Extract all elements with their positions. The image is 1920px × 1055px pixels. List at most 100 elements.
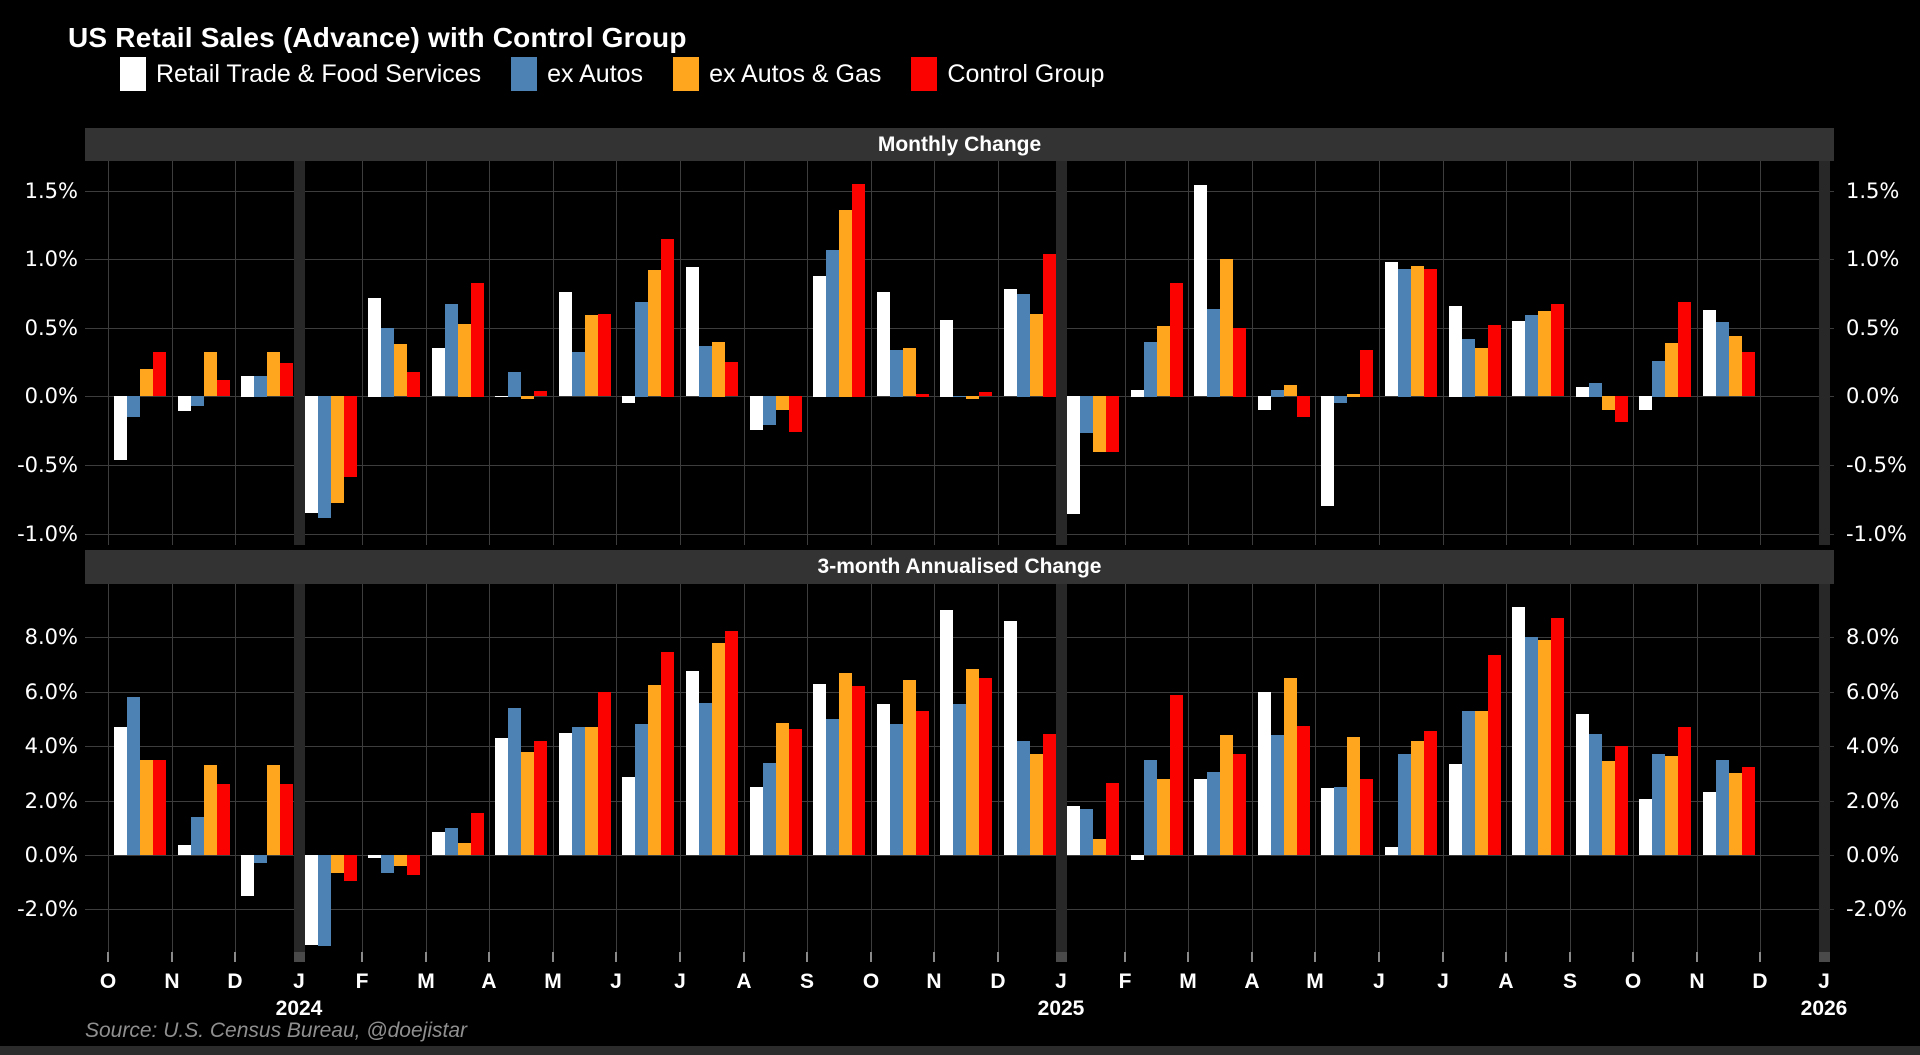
- gridline-vertical: [362, 161, 363, 545]
- bar-orange: [1475, 711, 1488, 855]
- bar-red: [725, 362, 738, 396]
- gridline-vertical: [362, 584, 363, 952]
- bar-white: [1004, 621, 1017, 855]
- bar-white: [750, 787, 763, 855]
- bar-orange: [966, 396, 979, 399]
- legend-swatch-ex-autos-gas: [673, 57, 700, 91]
- bar-red: [1233, 328, 1246, 397]
- bar-orange: [585, 727, 598, 855]
- x-axis-month-label: A: [1498, 970, 1514, 993]
- y-axis-tick-label-right: 0.5%: [1846, 316, 1900, 340]
- bar-white: [1194, 779, 1207, 855]
- x-axis-month-label: J: [293, 970, 305, 993]
- bar-blue: [1716, 760, 1729, 855]
- bar-red: [1678, 727, 1691, 855]
- legend-label: ex Autos: [547, 59, 644, 88]
- x-axis-month-label: D: [1752, 970, 1768, 993]
- legend: Retail Trade & Food Services ex Autos ex…: [120, 57, 1104, 91]
- x-axis-tick: [361, 952, 363, 962]
- gridline-horizontal: [85, 855, 1834, 856]
- gridline-vertical: [1125, 161, 1126, 545]
- y-axis-tick-label-left: 0.0%: [24, 384, 78, 408]
- gridline-vertical: [807, 584, 808, 952]
- bar-red: [1170, 283, 1183, 397]
- bar-blue: [1652, 361, 1665, 397]
- y-axis-tick-label-right: -0.5%: [1846, 453, 1907, 477]
- x-axis-tick: [615, 952, 617, 962]
- x-axis-tick: [425, 952, 427, 962]
- bar-blue: [1398, 269, 1411, 397]
- bar-orange: [458, 324, 471, 397]
- y-axis-tick-label-right: 1.0%: [1846, 247, 1900, 271]
- legend-swatch-control-group: [911, 57, 938, 91]
- y-axis-tick-label-right: -1.0%: [1846, 522, 1907, 546]
- bar-blue: [254, 855, 267, 863]
- bar-blue: [1271, 390, 1284, 397]
- bar-white: [495, 738, 508, 855]
- x-axis-year-label: 2025: [1037, 997, 1085, 1020]
- x-axis-month-label: M: [1306, 970, 1324, 993]
- gridline-vertical: [1315, 584, 1316, 952]
- bar-white: [1004, 289, 1017, 396]
- bar-blue: [572, 352, 585, 396]
- bar-red: [1106, 783, 1119, 855]
- x-axis-month-label: M: [544, 970, 562, 993]
- bar-blue: [890, 350, 903, 397]
- gridline-vertical: [1697, 584, 1698, 952]
- bar-orange: [204, 765, 217, 855]
- bar-white: [1321, 396, 1334, 506]
- bar-orange: [839, 210, 852, 397]
- x-axis-tick: [806, 952, 808, 962]
- bar-orange: [648, 270, 661, 396]
- bar-blue: [699, 346, 712, 397]
- x-axis-tick: [1632, 952, 1634, 962]
- bar-orange: [394, 855, 407, 866]
- bar-white: [1703, 310, 1716, 396]
- bar-orange: [1729, 773, 1742, 855]
- year-separator: [294, 161, 305, 545]
- bar-blue: [572, 727, 585, 855]
- gridline-vertical: [1188, 161, 1189, 545]
- bar-blue: [254, 376, 267, 397]
- bar-blue: [1589, 383, 1602, 397]
- year-separator: [1819, 584, 1830, 952]
- x-axis-month-label: F: [1118, 970, 1132, 993]
- bar-blue: [1589, 734, 1602, 855]
- bar-blue: [508, 708, 521, 855]
- source-note: Source: U.S. Census Bureau, @doejistar: [85, 1019, 467, 1042]
- bar-white: [1067, 806, 1080, 855]
- gridline-vertical: [553, 584, 554, 952]
- x-axis-tick: [107, 952, 109, 962]
- bar-red: [407, 855, 420, 875]
- gridline-vertical: [1760, 161, 1761, 545]
- bar-blue: [763, 396, 776, 425]
- y-axis-tick-label-right: 0.0%: [1846, 843, 1900, 867]
- y-axis-tick-label-right: 0.0%: [1846, 384, 1900, 408]
- y-axis-tick-label-right: 2.0%: [1846, 789, 1900, 813]
- bar-white: [495, 396, 508, 397]
- bar-red: [1488, 655, 1501, 855]
- x-axis-month-label: M: [1179, 970, 1197, 993]
- bar-white: [686, 671, 699, 855]
- x-axis-month-label: S: [1562, 970, 1577, 993]
- bar-blue: [1716, 322, 1729, 396]
- y-axis-tick-label-left: 1.0%: [24, 247, 78, 271]
- x-axis-separator-tick: [294, 952, 305, 962]
- legend-label: Retail Trade & Food Services: [156, 59, 482, 88]
- bar-red: [1043, 254, 1056, 397]
- y-axis-tick-label-left: 1.5%: [24, 179, 78, 203]
- gridline-vertical: [871, 584, 872, 952]
- x-axis-tick: [171, 952, 173, 962]
- x-axis-tick: [1442, 952, 1444, 962]
- bar-orange: [1665, 756, 1678, 855]
- bar-white: [877, 704, 890, 855]
- bar-white: [1131, 390, 1144, 397]
- bar-blue: [445, 304, 458, 396]
- bar-orange: [140, 369, 153, 396]
- bar-orange: [1475, 348, 1488, 396]
- legend-label: Control Group: [947, 59, 1105, 88]
- bar-orange: [712, 342, 725, 397]
- gridline-vertical: [1379, 584, 1380, 952]
- x-axis-tick: [997, 952, 999, 962]
